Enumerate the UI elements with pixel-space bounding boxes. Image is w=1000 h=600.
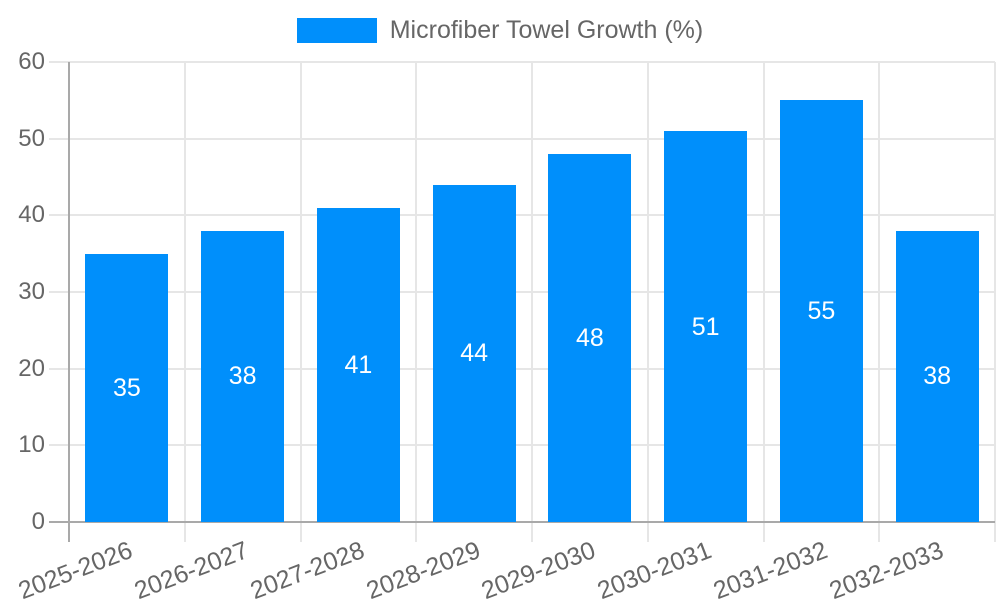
bar-2025-2026[interactable] bbox=[85, 253, 168, 522]
y-tick-label: 60 bbox=[18, 48, 45, 75]
gridline-x-boundary-8 bbox=[994, 62, 996, 542]
x-tick-label: 2030-2031 bbox=[593, 536, 716, 600]
bar-2031-2032[interactable] bbox=[780, 100, 863, 522]
x-tick-label: 2032-2033 bbox=[825, 536, 947, 600]
gridline-x-boundary-6 bbox=[762, 62, 765, 542]
bar-2027-2028[interactable] bbox=[317, 207, 400, 522]
x-tick-label: 2031-2032 bbox=[709, 536, 832, 600]
bar-value-label: 41 bbox=[344, 351, 373, 379]
gridline-y-40 bbox=[49, 214, 995, 217]
chart-legend[interactable]: Microfiber Towel Growth (%) bbox=[0, 18, 1000, 43]
bar-2028-2029[interactable] bbox=[433, 184, 516, 522]
y-tick-label: 30 bbox=[18, 278, 45, 305]
bar-value-label: 51 bbox=[691, 313, 720, 341]
x-tick-label: 2025-2026 bbox=[14, 536, 137, 600]
gridline-x-boundary-1 bbox=[183, 62, 186, 542]
gridline-y-50 bbox=[49, 137, 995, 140]
x-tick-label: 2026-2027 bbox=[130, 536, 253, 600]
gridline-y-30 bbox=[49, 291, 995, 293]
bar-value-label: 48 bbox=[575, 324, 604, 352]
bar-2030-2031[interactable] bbox=[664, 131, 747, 522]
gridline-y-60 bbox=[49, 61, 995, 63]
gridline-x-boundary-5 bbox=[646, 62, 649, 542]
gridline-y-10 bbox=[49, 444, 995, 447]
bar-value-label: 38 bbox=[923, 362, 952, 390]
x-tick-label: 2029-2030 bbox=[477, 536, 600, 600]
gridline-x-boundary-3 bbox=[415, 62, 418, 542]
gridline-x-boundary-4 bbox=[531, 62, 533, 542]
gridline-y-20 bbox=[49, 367, 995, 370]
y-tick-label: 20 bbox=[18, 354, 45, 382]
y-tick-label: 50 bbox=[18, 124, 45, 152]
bar-value-label: 44 bbox=[460, 339, 489, 367]
x-tick-label: 2027-2028 bbox=[246, 536, 369, 600]
legend-label: Microfiber Towel Growth (%) bbox=[389, 16, 704, 44]
y-axis-line bbox=[68, 62, 70, 542]
bar-2026-2027[interactable] bbox=[201, 230, 284, 522]
y-tick-label: 40 bbox=[18, 201, 45, 229]
legend-swatch-icon bbox=[296, 18, 377, 43]
bar-2032-2033[interactable] bbox=[896, 230, 979, 522]
bar-2029-2030[interactable] bbox=[548, 154, 631, 522]
y-tick-label: 0 bbox=[31, 508, 45, 535]
x-tick-label: 2028-2029 bbox=[362, 536, 484, 600]
x-axis-line bbox=[49, 521, 995, 523]
bar-value-label: 55 bbox=[807, 297, 836, 325]
gridline-x-boundary-2 bbox=[299, 62, 302, 542]
bar-value-label: 38 bbox=[228, 362, 257, 390]
gridline-x-boundary-7 bbox=[878, 62, 881, 542]
bar-value-label: 35 bbox=[112, 374, 141, 402]
y-tick-label: 10 bbox=[18, 431, 45, 459]
